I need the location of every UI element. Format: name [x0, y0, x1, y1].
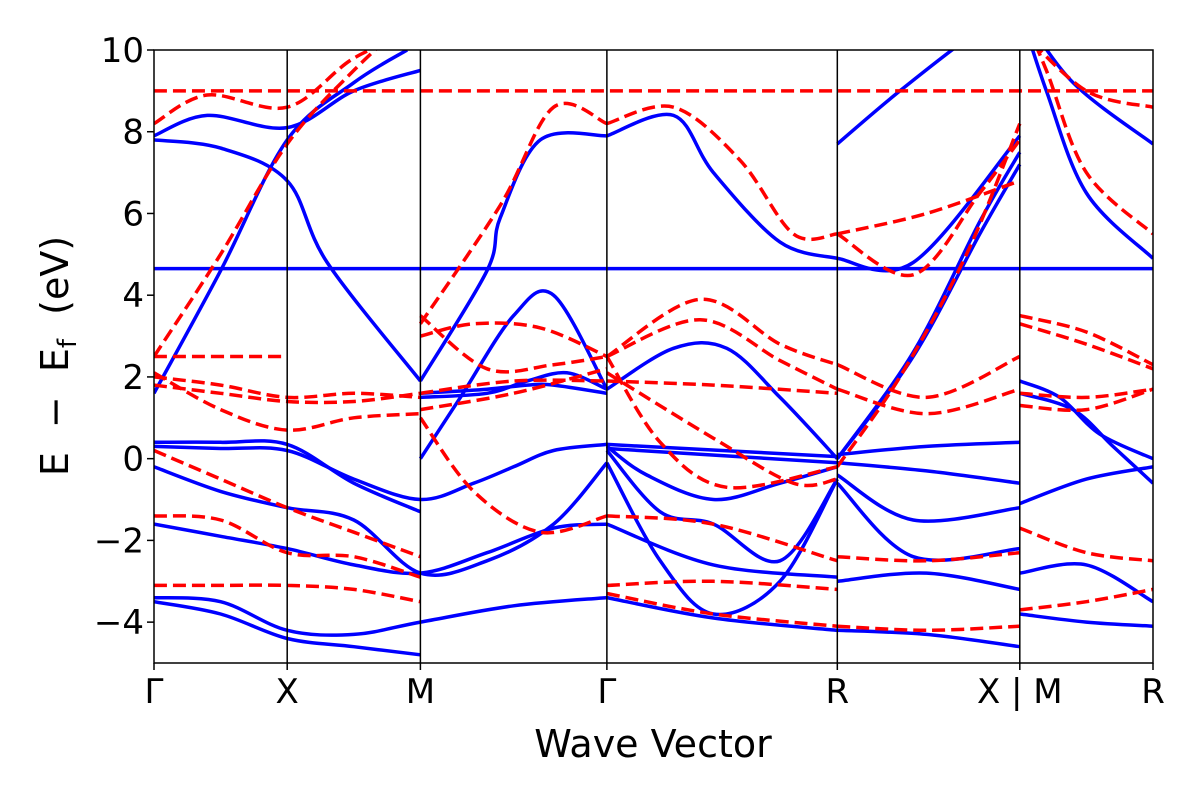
- band-line-0-28: [837, 461, 1021, 485]
- band-line-0-18: [605, 461, 839, 617]
- band-line-1-2: [154, 50, 378, 358]
- band-line-1-29: [835, 122, 1022, 468]
- high-symmetry-lines: [286, 50, 1021, 663]
- band-line-1-22: [606, 514, 838, 563]
- band-line-0-32: [837, 628, 1021, 649]
- y-title-unit: (eV): [33, 236, 77, 315]
- x-tick-label-1: X: [276, 672, 299, 712]
- band-line-0-19: [606, 522, 838, 579]
- y-title-e2: E: [33, 348, 77, 372]
- band-line-1-4: [154, 371, 421, 432]
- svg-text:E − Ef (eV): E − Ef (eV): [33, 236, 85, 476]
- y-axis-title: E − Ef (eV): [33, 236, 85, 476]
- band-line-1-34: [1019, 387, 1153, 400]
- band-line-1-32: [1019, 313, 1153, 367]
- band-line-0-20: [606, 595, 838, 633]
- band-line-0-39: [1044, 50, 1153, 146]
- y-title-sub: f: [53, 338, 83, 348]
- band-line-1-36: [1035, 50, 1153, 236]
- band-line-0-25: [837, 134, 1022, 273]
- band-line-0-1: [154, 138, 422, 383]
- band-line-0-37: [1019, 612, 1153, 628]
- band-line-1-24: [606, 591, 838, 628]
- x-tick-label-4: R: [826, 672, 850, 712]
- band-line-0-22: [606, 446, 838, 465]
- band-line-0-36: [1019, 562, 1153, 604]
- x-tick-label-2: M: [406, 672, 435, 712]
- band-line-0-4: [154, 442, 608, 502]
- band-line-0-13: [418, 289, 609, 460]
- band-line-0-21: [606, 442, 838, 459]
- plot-frame: [153, 49, 1154, 664]
- band-line-0-27: [837, 440, 1020, 457]
- band-line-1-18: [606, 317, 839, 391]
- band-line-0-24: [835, 151, 1022, 460]
- band-line-1-26: [836, 138, 1022, 278]
- y-tick-label-3: 2: [122, 358, 144, 398]
- y-tick-label-7: 10: [101, 31, 144, 71]
- band-line-1-37: [1037, 50, 1153, 109]
- band-line-1-14: [420, 378, 607, 396]
- band-line-1-19: [606, 379, 838, 396]
- band-line-1-39: [1019, 587, 1153, 612]
- band-line-1-38: [1019, 526, 1153, 563]
- band-line-1-21: [605, 355, 838, 490]
- band-line-1-28: [836, 387, 1021, 416]
- y-tick-label-1: −2: [94, 521, 144, 561]
- band-line-0-31: [837, 571, 1021, 592]
- band-line-1-16: [606, 104, 838, 242]
- y-title-minus: −: [33, 396, 77, 428]
- band-lines: [154, 50, 1153, 657]
- band-line-1-33: [1019, 322, 1153, 371]
- band-line-0-17: [605, 449, 839, 564]
- band-line-1-27: [836, 354, 1021, 400]
- x-axis-title: Wave Vector: [534, 722, 772, 766]
- band-line-1-30: [837, 550, 1020, 563]
- y-axis-ticks: −4 −2 0 2 4 6 8 10: [94, 31, 154, 643]
- y-tick-label-4: 4: [122, 276, 144, 316]
- x-axis-ticks: Γ X M Γ R X | M R: [145, 663, 1165, 712]
- band-line-0-35: [1019, 465, 1153, 506]
- band-line-1-23: [606, 579, 838, 592]
- band-line-0-26: [836, 50, 955, 146]
- band-line-1-13: [420, 367, 608, 412]
- band-line-0-8: [154, 595, 608, 637]
- x-tick-label-3: Γ: [597, 672, 616, 712]
- band-line-1-17: [605, 297, 838, 367]
- y-tick-label-5: 6: [122, 194, 144, 234]
- band-line-1-12: [419, 321, 608, 359]
- band-line-0-38: [1030, 50, 1153, 260]
- band-line-0-7: [154, 522, 608, 576]
- band-line-0-15: [605, 340, 839, 460]
- band-series-1: [154, 50, 1153, 633]
- band-series-0: [154, 50, 1153, 657]
- x-tick-label-5: X | M: [977, 672, 1063, 712]
- band-line-0-14: [606, 112, 838, 261]
- band-line-0-12: [418, 131, 608, 382]
- band-line-1-10: [419, 314, 608, 374]
- band-line-1-35: [1019, 387, 1153, 413]
- band-line-0-30: [836, 481, 1020, 562]
- band-line-1-11: [418, 101, 608, 325]
- band-line-1-15: [418, 416, 608, 535]
- x-tick-label-0: Γ: [145, 672, 164, 712]
- band-line-0-3: [154, 50, 409, 395]
- y-tick-label-2: 0: [122, 440, 144, 480]
- x-tick-label-6: R: [1141, 672, 1165, 712]
- band-line-0-6: [154, 461, 609, 577]
- band-line-1-31: [837, 624, 1020, 633]
- band-line-1-25: [836, 179, 1021, 236]
- y-tick-label-0: −4: [94, 603, 144, 643]
- y-tick-label-6: 8: [122, 113, 144, 153]
- band-line-1-20: [605, 371, 838, 488]
- band-line-0-29: [836, 473, 1021, 523]
- y-title-e: E: [33, 452, 77, 476]
- band-line-0-34: [1019, 391, 1153, 485]
